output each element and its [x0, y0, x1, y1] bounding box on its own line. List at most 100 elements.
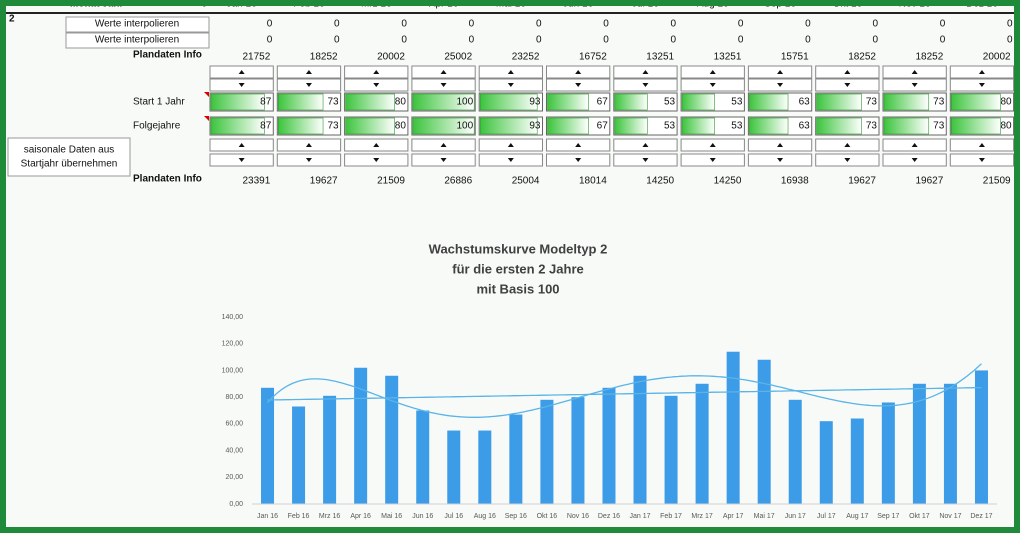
arrow-icon [709, 70, 716, 74]
arrow-icon [373, 158, 380, 162]
arrow-icon [507, 158, 514, 162]
y-tick-label: 140,00 [222, 314, 244, 321]
arrow-icon [978, 70, 985, 74]
arrow-icon [238, 83, 245, 87]
bar [974, 370, 988, 504]
button-label[interactable]: Werte interpolieren [95, 19, 179, 30]
cell-value: 0 [671, 19, 677, 30]
data-bar [883, 117, 930, 135]
data-bar [547, 93, 589, 111]
cell-value: 0 [334, 35, 340, 46]
bar [788, 399, 802, 504]
cell-value: 0 [738, 35, 744, 46]
cell-value: 80 [395, 121, 407, 132]
button-label[interactable]: saisonale Daten aus [24, 145, 115, 156]
arrow-icon [305, 158, 312, 162]
bar [323, 395, 337, 504]
cell-value: 73 [327, 121, 339, 132]
cell-value: 18252 [915, 52, 943, 63]
data-bar [883, 93, 930, 111]
arrow-icon [373, 83, 380, 87]
bar [664, 395, 678, 504]
cell-value: 18252 [848, 52, 876, 63]
x-tick-label: Apr 17 [723, 513, 744, 520]
arrow-icon [911, 83, 918, 87]
arrow-icon [238, 158, 245, 162]
x-tick-label: Sep 16 [505, 513, 527, 520]
arrow-icon [978, 83, 985, 87]
y-tick-label: 0,00 [229, 501, 243, 508]
data-bar [749, 117, 789, 135]
data-bar [681, 117, 715, 135]
chart-title: Wachstumskurve Modeltyp 2 [429, 241, 608, 256]
cell-value: 53 [731, 97, 743, 108]
button-label[interactable]: Werte interpolieren [95, 35, 179, 46]
cell-value: 53 [664, 121, 676, 132]
x-tick-label: Feb 17 [660, 513, 682, 520]
cell-value: 0 [401, 19, 407, 30]
y-tick-label: 80,00 [225, 394, 243, 401]
arrow-icon [844, 70, 851, 74]
arrow-icon [373, 143, 380, 147]
cell-value: 20002 [983, 52, 1011, 63]
cell-value: 73 [866, 97, 878, 108]
data-bar [547, 117, 589, 135]
cell-value: 0 [1007, 19, 1013, 30]
bar [261, 387, 275, 504]
cell-value: 21509 [377, 176, 405, 187]
cell-value: 25004 [512, 176, 540, 187]
arrow-icon [440, 158, 447, 162]
y-tick-label: 60,00 [225, 421, 243, 428]
cell-value: 0 [1007, 35, 1013, 46]
data-bar [950, 93, 1001, 111]
arrow-icon [911, 143, 918, 147]
row-label: Folgejahre [133, 121, 181, 132]
bar [509, 414, 523, 504]
x-tick-label: Mrz 16 [319, 513, 341, 520]
x-tick-label: Okt 16 [537, 513, 558, 520]
data-bar [412, 93, 475, 111]
cell-value: 63 [799, 97, 811, 108]
cell-value: 26886 [444, 176, 472, 187]
cell-value: 93 [529, 121, 541, 132]
cell-value: 18252 [310, 52, 338, 63]
button-label[interactable]: Startjahr übernehmen [21, 159, 118, 170]
button[interactable] [65, 32, 210, 49]
cell-value: 0 [603, 19, 609, 30]
bar [571, 397, 585, 504]
bar [850, 418, 864, 504]
chart-title: mit Basis 100 [476, 281, 559, 296]
x-tick-label: Mrz 17 [691, 513, 713, 520]
arrow-icon [642, 70, 649, 74]
y-tick-label: 40,00 [225, 447, 243, 454]
arrow-icon [777, 70, 784, 74]
arrow-icon [575, 158, 582, 162]
cell-value: 21509 [983, 176, 1011, 187]
bar [447, 430, 461, 504]
bar [540, 399, 554, 504]
cell-value: 0 [940, 35, 946, 46]
x-tick-label: Dez 16 [598, 513, 620, 520]
arrow-icon [978, 158, 985, 162]
bar [354, 367, 368, 504]
comment-marker [204, 92, 209, 97]
bar [695, 383, 709, 504]
chart-title: für die ersten 2 Jahre [452, 261, 584, 276]
cell-value: 100 [457, 97, 474, 108]
arrow-icon [844, 158, 851, 162]
row-label: Plandaten Info [133, 174, 202, 185]
arrow-icon [305, 143, 312, 147]
cell-value: 0 [872, 35, 878, 46]
x-tick-label: Nov 17 [939, 513, 961, 520]
cell-value: 13251 [714, 52, 742, 63]
data-bar [479, 93, 538, 111]
button[interactable] [7, 137, 131, 177]
data-bar [210, 93, 265, 111]
arrow-icon [575, 83, 582, 87]
cell-value: 0 [671, 35, 677, 46]
arrow-icon [911, 158, 918, 162]
x-tick-label: Okt 17 [909, 513, 930, 520]
button[interactable] [65, 16, 210, 33]
